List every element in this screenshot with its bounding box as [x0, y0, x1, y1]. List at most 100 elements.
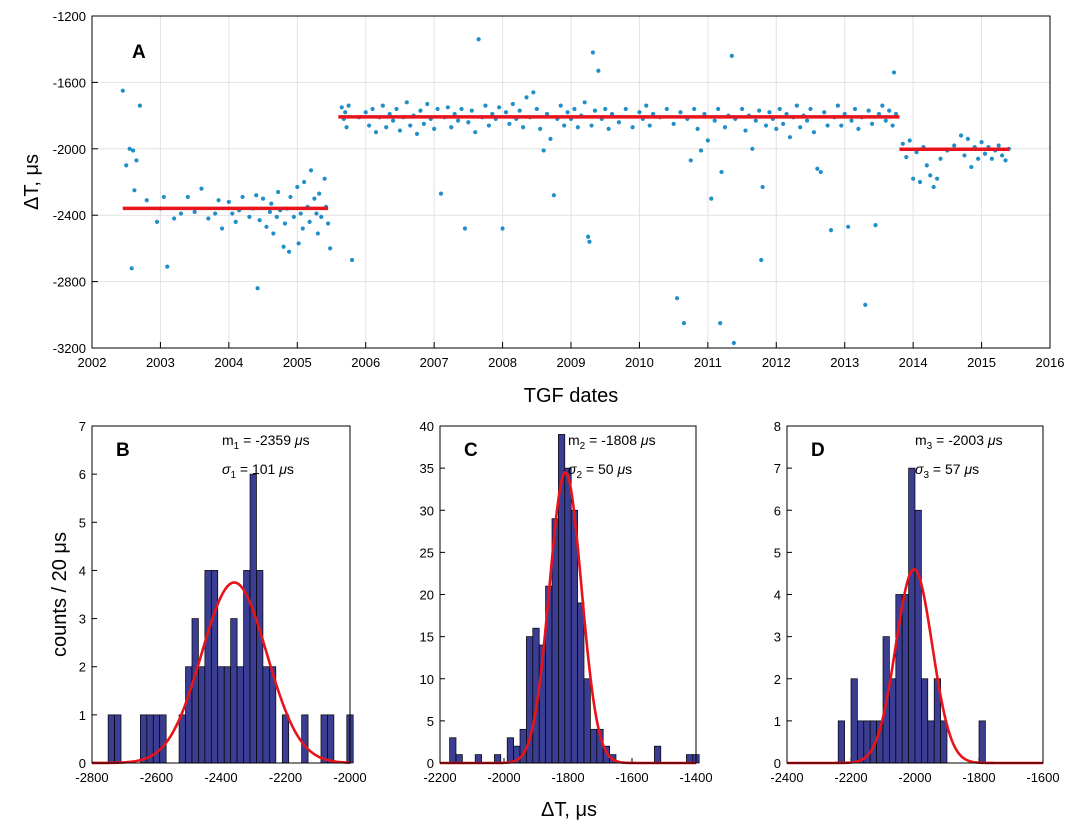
- data-point: [421, 121, 426, 126]
- data-point: [521, 125, 526, 130]
- x-tick-label: 2011: [694, 355, 722, 370]
- data-point: [394, 106, 399, 112]
- data-point: [674, 296, 680, 301]
- x-tick-label: -2400: [770, 770, 803, 785]
- data-point: [891, 70, 897, 75]
- histogram-x-axis-label: ΔT, μs: [541, 799, 597, 821]
- data-point: [893, 111, 899, 117]
- data-point: [852, 106, 858, 112]
- sigma-unit-s: s: [972, 461, 979, 477]
- data-point: [846, 224, 851, 229]
- data-point: [425, 101, 430, 107]
- x-tick-label: -2000: [898, 770, 931, 785]
- data-point: [343, 110, 348, 115]
- data-point: [818, 169, 823, 175]
- data-point: [759, 257, 764, 263]
- data-point: [842, 111, 847, 117]
- y-tick-label: 7: [774, 461, 781, 476]
- mean-unit-s: s: [649, 432, 656, 448]
- data-point: [787, 135, 793, 140]
- mean-unit-mu: μ: [987, 432, 996, 448]
- histogram-bar: [590, 728, 598, 764]
- data-point: [722, 125, 728, 130]
- data-point: [349, 257, 355, 263]
- x-tick-label: -1800: [962, 770, 995, 785]
- data-point: [541, 148, 546, 153]
- sigma-subscript: 3: [923, 470, 929, 481]
- data-point: [695, 126, 700, 131]
- data-point: [307, 219, 312, 224]
- x-tick-label: 2003: [146, 355, 175, 370]
- histogram-bar: [449, 737, 457, 764]
- sigma-unit-mu: μ: [963, 461, 972, 477]
- data-point: [387, 111, 392, 117]
- histogram-bar: [217, 666, 225, 764]
- data-point: [240, 194, 245, 200]
- data-point: [380, 103, 385, 108]
- data-point: [866, 108, 871, 113]
- histogram-bar: [256, 570, 264, 764]
- data-point: [681, 321, 687, 326]
- mean-symbol: m: [915, 432, 927, 448]
- data-point: [127, 146, 132, 151]
- sigma-subscript: 1: [230, 470, 236, 481]
- x-tick-label: 2007: [420, 355, 449, 370]
- y-tick-label: 5: [427, 714, 434, 729]
- data-point: [982, 151, 988, 156]
- data-point: [924, 163, 929, 168]
- data-point: [319, 214, 324, 219]
- histogram-bar: [914, 509, 922, 764]
- data-point: [312, 196, 317, 201]
- data-point: [459, 106, 464, 112]
- x-tick-label: 2013: [830, 355, 859, 370]
- histogram-bar: [327, 714, 335, 764]
- data-point: [325, 221, 331, 226]
- y-tick-label: 20: [420, 588, 434, 603]
- histogram-bar: [107, 714, 115, 764]
- data-point: [288, 194, 293, 200]
- plot-frame: [786, 425, 1044, 764]
- data-point: [507, 121, 512, 126]
- data-point: [230, 211, 235, 216]
- y-tick-label: 3: [79, 612, 86, 627]
- data-point: [719, 169, 724, 175]
- panel-letter-a: A: [132, 42, 146, 63]
- data-point: [408, 123, 413, 128]
- histogram-bar: [152, 714, 161, 764]
- data-point: [466, 120, 471, 125]
- x-tick-label: 2009: [557, 355, 586, 370]
- histogram-bar: [191, 618, 199, 764]
- sigma-symbol: σ: [568, 461, 577, 477]
- data-point: [298, 211, 303, 216]
- histogram-bar: [901, 594, 909, 764]
- data-point: [965, 136, 970, 141]
- sigma-subscript: 2: [576, 470, 582, 481]
- panel-letter-d: D: [811, 440, 825, 461]
- data-point: [969, 164, 974, 170]
- data-point: [346, 103, 351, 108]
- histogram-bar: [857, 720, 865, 764]
- data-point: [363, 110, 368, 115]
- x-tick-label: -2200: [834, 770, 867, 785]
- x-tick-label: -2200: [423, 770, 456, 785]
- data-point: [743, 128, 748, 133]
- data-point: [435, 106, 440, 112]
- y-tick-label: 6: [774, 503, 781, 518]
- data-point: [486, 123, 491, 128]
- data-point: [606, 126, 611, 131]
- data-point: [839, 123, 844, 128]
- x-tick-label: 2002: [78, 355, 107, 370]
- data-point: [900, 141, 905, 146]
- data-point: [144, 198, 149, 203]
- x-tick-label: 2006: [351, 355, 380, 370]
- data-point: [794, 103, 799, 108]
- data-point: [490, 111, 495, 117]
- data-point: [739, 106, 745, 112]
- x-tick-label: -1600: [1026, 770, 1059, 785]
- histogram-bar: [281, 714, 290, 764]
- data-point: [688, 158, 693, 163]
- data-point: [664, 106, 669, 112]
- histogram-bar: [564, 467, 572, 764]
- sigma-annotation: σ2 = 50 μs: [568, 461, 632, 481]
- data-point: [934, 176, 940, 181]
